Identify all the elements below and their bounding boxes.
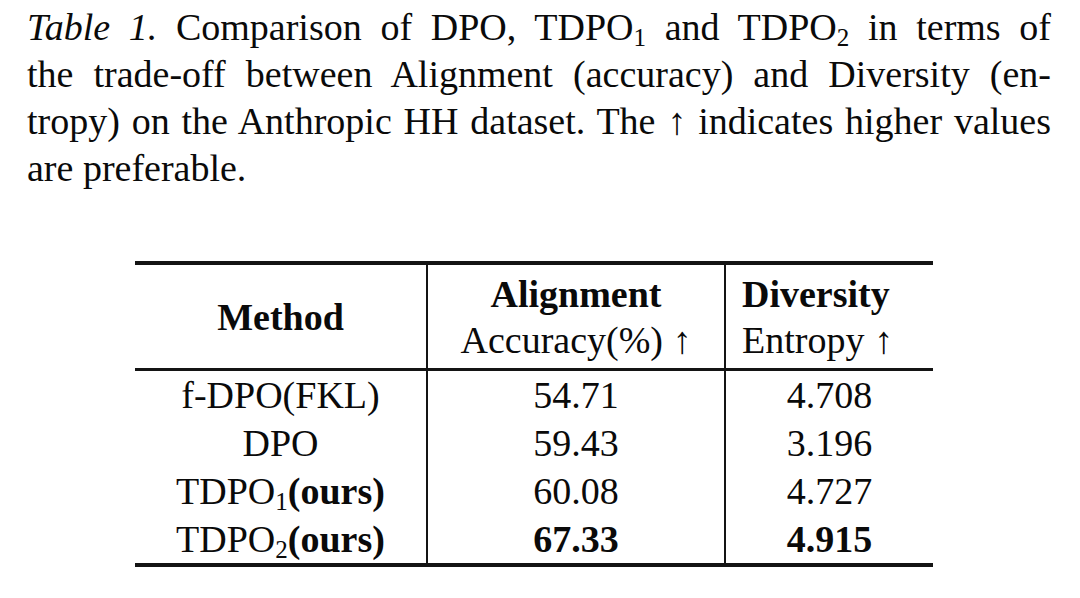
- diversity-header-title: Diversity: [742, 271, 933, 317]
- entropy-cell: 3.196: [725, 419, 933, 467]
- alignment-header-metric: Accuracy(%) ↑: [428, 317, 724, 363]
- method-subscript: 2: [275, 536, 288, 563]
- caption-text-1: Comparison of DPO, TDPO: [176, 6, 634, 48]
- caption-line-2: the trade-off between Alignment (accurac…: [27, 51, 1051, 98]
- caption-label: Table 1.: [27, 6, 157, 48]
- method-name: f-DPO(FKL): [181, 374, 379, 416]
- method-name: DPO: [242, 422, 318, 464]
- paper-page: Table 1. Comparison of DPO, TDPO1 and TD…: [0, 0, 1080, 598]
- table-row-dpo: DPO 59.43 3.196: [135, 419, 933, 467]
- column-header-method: Method: [135, 263, 427, 370]
- method-cell: TDPO1(ours): [135, 467, 427, 515]
- alignment-header-title: Alignment: [428, 271, 724, 317]
- method-name: TDPO: [176, 470, 275, 512]
- caption-text-3: in terms of: [849, 6, 1051, 48]
- method-ours-tag: (ours): [288, 470, 385, 512]
- column-header-alignment: Alignment Accuracy(%) ↑: [427, 263, 725, 370]
- method-subscript: 1: [275, 488, 288, 515]
- table-row-fdpo: f-DPO(FKL) 54.71 4.708: [135, 370, 933, 420]
- header-row: Method Alignment Accuracy(%) ↑ Diversity…: [135, 263, 933, 370]
- caption-line-3: tropy) on the Anthropic HH dataset. The …: [27, 98, 1051, 145]
- method-cell: DPO: [135, 419, 427, 467]
- accuracy-cell: 67.33: [427, 515, 725, 565]
- method-cell: TDPO2(ours): [135, 515, 427, 565]
- caption-subscript-1: 1: [633, 24, 646, 51]
- caption-line-1: Table 1. Comparison of DPO, TDPO1 and TD…: [27, 4, 1051, 51]
- accuracy-cell: 60.08: [427, 467, 725, 515]
- entropy-cell: 4.708: [725, 370, 933, 420]
- accuracy-cell: 54.71: [427, 370, 725, 420]
- method-ours-tag: (ours): [288, 518, 385, 560]
- caption-text-2: and TDPO: [646, 6, 837, 48]
- accuracy-cell: 59.43: [427, 419, 725, 467]
- entropy-cell: 4.915: [725, 515, 933, 565]
- table-row-tdpo1: TDPO1(ours) 60.08 4.727: [135, 467, 933, 515]
- method-cell: f-DPO(FKL): [135, 370, 427, 420]
- table-row-tdpo2: TDPO2(ours) 67.33 4.915: [135, 515, 933, 565]
- caption-subscript-2: 2: [837, 24, 850, 51]
- caption-line-4: are preferable.: [27, 145, 1051, 192]
- comparison-table: Method Alignment Accuracy(%) ↑ Diversity…: [135, 261, 933, 567]
- method-name: TDPO: [176, 518, 275, 560]
- table-caption: Table 1. Comparison of DPO, TDPO1 and TD…: [27, 4, 1051, 192]
- column-header-diversity: Diversity Entropy ↑: [725, 263, 933, 370]
- entropy-cell: 4.727: [725, 467, 933, 515]
- diversity-header-metric: Entropy ↑: [742, 317, 933, 363]
